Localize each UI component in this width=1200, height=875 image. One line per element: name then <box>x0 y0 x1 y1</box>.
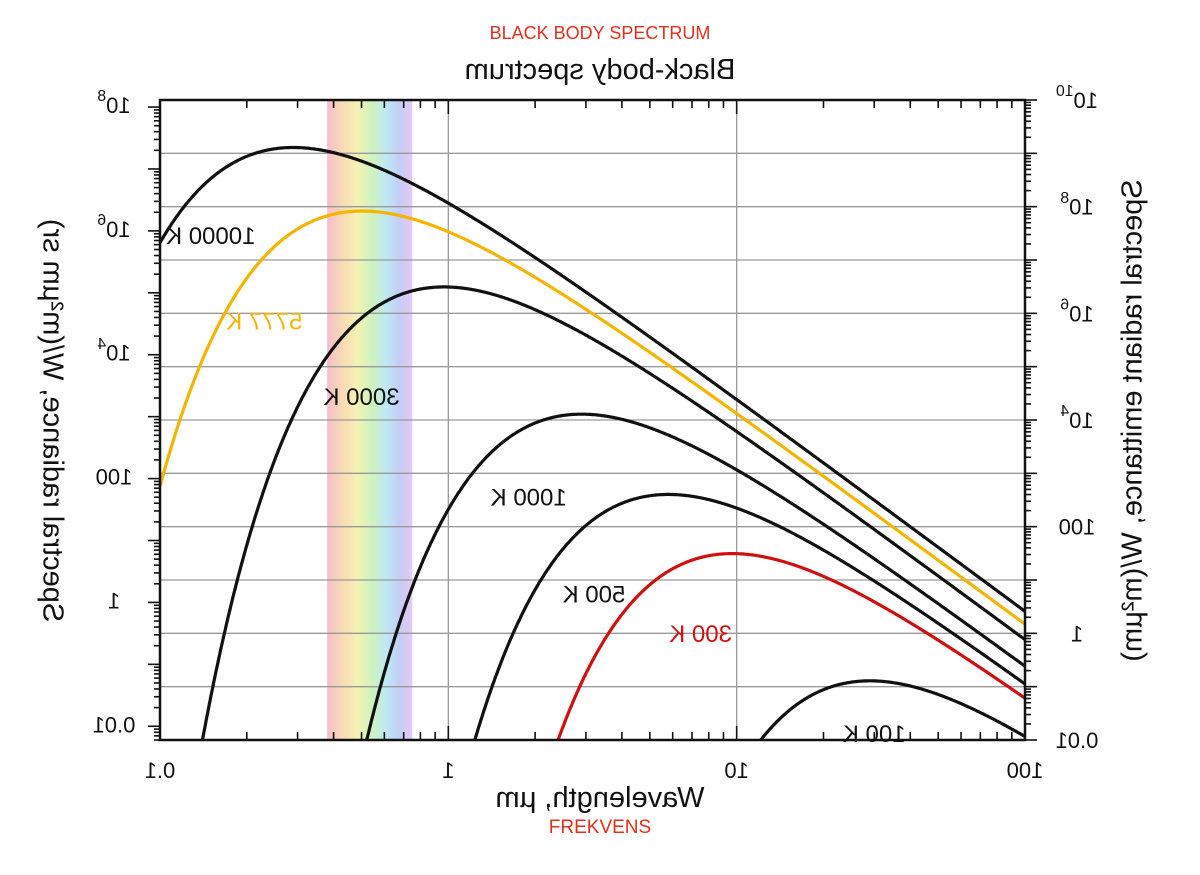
curve-300k <box>556 552 1026 741</box>
header-label: BLACK BODY SPECTRUM <box>489 23 711 43</box>
tick-labels: 100 10 1 0.1 0.01 1 100 104 106 108 0.01 1 100 104 106… <box>93 83 1099 783</box>
curve-label-500k-group: 500 K <box>563 581 626 608</box>
y-tick-label-right: 1 <box>1071 621 1083 646</box>
chart-title: Black-body spectrum <box>464 54 736 86</box>
curve-label-3000k-group: 3000 K <box>323 384 399 411</box>
y-tick-label-left: 0.01 <box>93 712 136 737</box>
curve-label-300k-group: 300 K <box>669 621 732 648</box>
x-tick-label: 100 <box>1007 758 1044 783</box>
x-tick-label-group: 100 <box>1007 758 1044 783</box>
curve-label-300k: 300 K <box>669 621 732 648</box>
y-tick-label-right: 104 <box>1060 403 1093 433</box>
y-tick-label-right: 1010 <box>1056 83 1098 113</box>
curve-label-1000k: 1000 K <box>491 484 567 511</box>
curve-label-1000k-group: 1000 K <box>491 484 567 511</box>
x-axis-label: Wavelength, µm <box>495 782 705 814</box>
y-axis-label-right: Spectral radiant emittance, W/(m²µm) <box>1116 179 1149 662</box>
y-tick-label-right-group: 106 <box>1060 297 1093 327</box>
curve-label-5777k-group: 5777 K <box>226 309 302 336</box>
y-tick-label-left-group: 104 <box>97 336 130 366</box>
curve-3000k <box>200 285 1026 741</box>
y-tick-label-right-group: 108 <box>1060 190 1093 220</box>
x-tick-label: 10 <box>724 758 748 783</box>
y-tick-label-left: 106 <box>97 212 130 242</box>
curve-label-3000k: 3000 K <box>323 384 399 411</box>
curve-label-100k: 100 K <box>843 721 906 748</box>
curve-100k <box>759 679 1026 742</box>
y-tick-label-right: 0.01 <box>1056 728 1099 753</box>
y-axis-label-left: Spectral radiance, W/(m²µm sr) <box>36 218 69 623</box>
footer-label: FREKVENS <box>548 817 652 838</box>
x-tick-label-group: 10 <box>724 758 748 783</box>
y-tick-label-left: 108 <box>97 88 130 118</box>
curves <box>158 145 1026 742</box>
x-tick-label: 1 <box>442 758 454 783</box>
curve-500k <box>473 492 1026 741</box>
curve-10000k <box>158 145 1026 613</box>
y-tick-label-right-group: 0.01 <box>1056 728 1099 753</box>
y-tick-label-right: 106 <box>1060 297 1093 327</box>
y-tick-label-left: 104 <box>97 336 130 366</box>
y-tick-label-left: 1 <box>108 588 120 613</box>
curve-5777k <box>158 209 1026 626</box>
curve-label-10000k-group: 10000 K <box>166 223 255 250</box>
x-tick-label-group: 0.1 <box>145 758 176 783</box>
y-tick-label-left-group: 1 <box>108 588 120 613</box>
y-tick-label-left: 100 <box>96 464 133 489</box>
axis-ticks <box>148 99 1037 741</box>
x-tick-label: 0.1 <box>145 758 176 783</box>
y-tick-label-right-group: 1 <box>1071 621 1083 646</box>
y-tick-label-right-group: 100 <box>1059 514 1096 539</box>
y-tick-label-right-group: 1010 <box>1056 83 1098 113</box>
curve-1000k <box>365 412 1026 741</box>
curve-label-100k-group: 100 K <box>843 721 906 748</box>
y-tick-label-right: 100 <box>1059 514 1096 539</box>
y-tick-label-left-group: 100 <box>96 464 133 489</box>
y-tick-label-left-group: 108 <box>97 88 130 118</box>
y-tick-label-right-group: 104 <box>1060 403 1093 433</box>
y-tick-label-left-group: 0.01 <box>93 712 136 737</box>
x-tick-label-group: 1 <box>442 758 454 783</box>
y-tick-label-left-group: 106 <box>97 212 130 242</box>
curve-label-5777k: 5777 K <box>226 309 302 336</box>
curve-label-500k: 500 K <box>563 581 626 608</box>
curve-label-10000k: 10000 K <box>166 223 255 250</box>
y-tick-label-right: 108 <box>1060 190 1093 220</box>
